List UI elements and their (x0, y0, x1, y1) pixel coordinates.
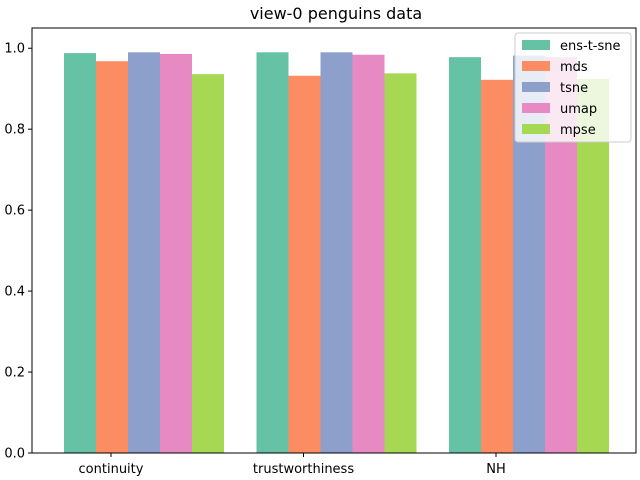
legend-label-tsne: tsne (560, 81, 588, 96)
bar-ens-t-sne-continuity (64, 53, 96, 453)
legend-swatch-mds (522, 61, 550, 71)
bar-ens-t-sne-trustworthiness (256, 52, 289, 454)
x-tick-label: trustworthiness (253, 462, 354, 477)
bar-mds-NH (481, 79, 513, 454)
bar-umap-trustworthiness (352, 54, 385, 453)
bar-mpse-continuity (192, 74, 224, 454)
legend-box (514, 32, 632, 143)
legend-label-mpse: mpse (560, 123, 596, 138)
bar-mds-trustworthiness (288, 75, 321, 453)
bar-mds-continuity (96, 61, 128, 453)
axes-frame (31, 27, 637, 454)
legend-swatch-ens-t-sne (522, 40, 550, 50)
y-tick-label: 0.6 (4, 204, 25, 219)
y-tick-label: 0.8 (4, 123, 25, 138)
legend-label-umap: umap (560, 102, 597, 117)
y-axis: 0.0 0.2 0.4 0.6 0.8 1.0 (4, 42, 32, 462)
y-tick-label: 1.0 (4, 42, 25, 57)
bars-group (64, 52, 609, 454)
legend-swatch-umap (522, 103, 550, 113)
x-axis: continuity trustworthiness NH (79, 453, 506, 477)
legend: ens-t-sne mds tsne umap mpse (514, 32, 632, 143)
y-tick-label: 0.4 (4, 285, 25, 300)
legend-swatch-tsne (522, 82, 550, 92)
legend-label-ens-t-sne: ens-t-sne (560, 39, 621, 54)
legend-swatch-mpse (522, 124, 550, 134)
bar-ens-t-sne-NH (449, 57, 481, 454)
y-tick-label: 0.0 (4, 447, 25, 462)
bar-mpse-trustworthiness (384, 73, 417, 453)
legend-label-mds: mds (560, 60, 588, 75)
bar-umap-continuity (160, 53, 192, 454)
x-tick-label: continuity (79, 462, 144, 477)
x-tick-label: NH (486, 462, 506, 477)
y-tick-label: 0.2 (4, 366, 25, 381)
chart-title: view-0 penguins data (250, 4, 422, 23)
bar-tsne-continuity (128, 52, 160, 454)
bar-tsne-trustworthiness (320, 52, 353, 454)
